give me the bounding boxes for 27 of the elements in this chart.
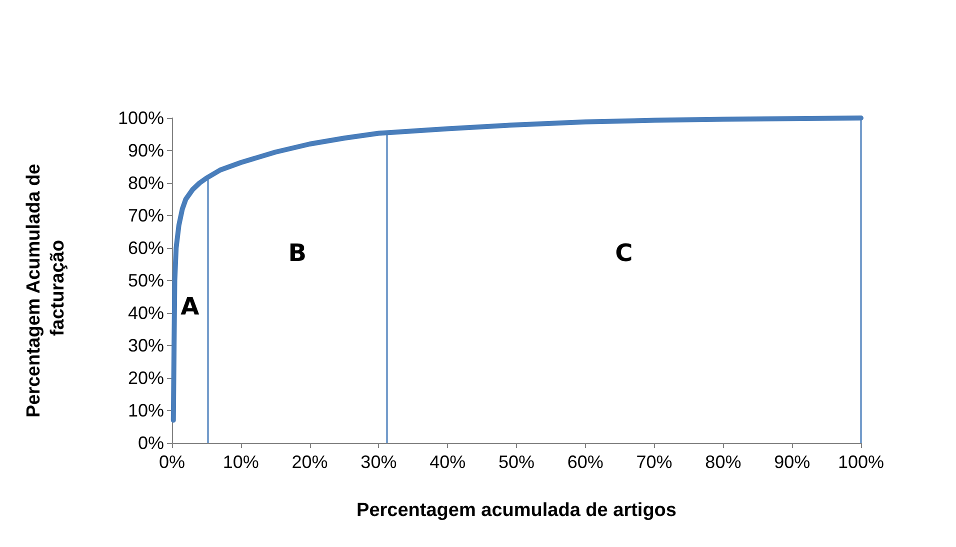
x-tick-label: 0% (158, 452, 186, 472)
y-tick-label: 50% (128, 270, 164, 290)
x-tick-label: 20% (292, 452, 328, 472)
x-tick-label: 70% (636, 452, 672, 472)
x-tick-label: 10% (222, 452, 259, 472)
x-tick-label: 30% (360, 452, 397, 472)
x-axis-title: Percentagem acumulada de artigos (356, 500, 676, 521)
x-tick-label: 80% (705, 452, 742, 472)
y-tick-label: 100% (118, 108, 164, 128)
annotation: B (288, 238, 307, 267)
x-tick-label: 60% (567, 452, 604, 472)
x-tick-label: 100% (838, 452, 884, 472)
y-tick-label: 40% (128, 303, 164, 323)
y-tick-label: 30% (128, 336, 164, 356)
y-tick-label: 20% (128, 368, 164, 388)
x-tick-label: 40% (430, 452, 466, 472)
y-tick-label: 0% (138, 433, 164, 453)
x-tick-label: 50% (498, 452, 535, 472)
y-tick-label: 90% (128, 140, 164, 160)
annotation: A (180, 292, 200, 320)
x-tick-label: 90% (774, 452, 810, 472)
y-tick-label: 80% (128, 173, 164, 193)
y-tick-label: 10% (128, 400, 164, 420)
annotation: C (615, 238, 633, 267)
y-tick-label: 70% (128, 206, 164, 226)
y-tick-label: 60% (128, 238, 164, 258)
y-axis-title: Percentagem Acumulada de facturação (24, 158, 68, 418)
